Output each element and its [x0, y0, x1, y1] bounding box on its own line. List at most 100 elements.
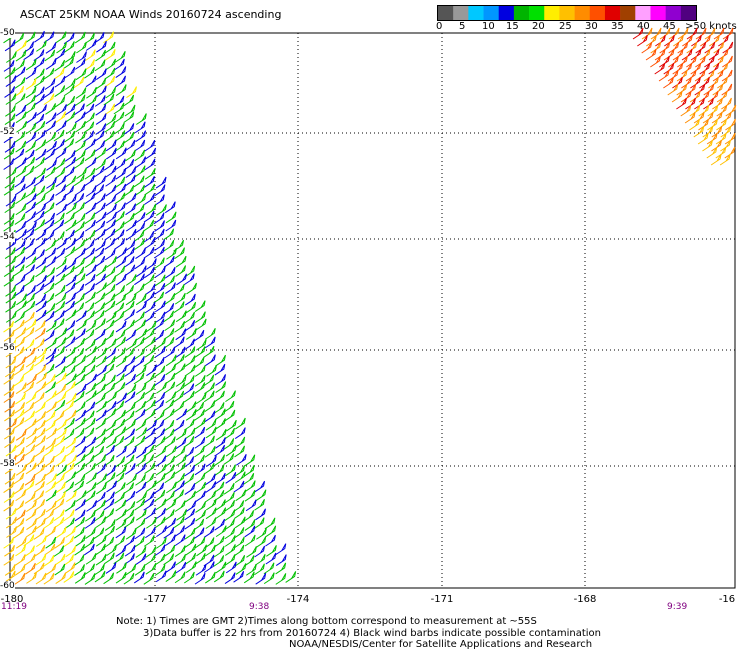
wind-barb	[5, 167, 17, 179]
wind-barb	[56, 237, 67, 250]
wind-barb	[194, 365, 206, 377]
colorbar-swatch	[438, 6, 454, 20]
wind-barb	[224, 518, 235, 531]
wind-barb	[203, 561, 215, 573]
wind-barb	[74, 564, 85, 576]
wind-barb	[133, 230, 145, 242]
wind-barb	[183, 446, 195, 459]
wind-barb	[13, 319, 25, 332]
wind-barb	[254, 563, 265, 576]
colorbar-frame	[437, 5, 697, 21]
wind-barb	[244, 454, 256, 467]
wind-barb	[35, 228, 47, 241]
wind-barb	[143, 210, 155, 223]
wind-barb	[74, 94, 86, 107]
wind-barb	[145, 480, 157, 492]
colorbar-swatch	[680, 6, 697, 20]
wind-barb	[135, 265, 147, 278]
wind-barb	[676, 97, 687, 110]
wind-barb	[193, 356, 205, 369]
wind-barb	[4, 201, 16, 214]
wind-barb	[104, 519, 116, 531]
wind-barb	[86, 373, 97, 386]
colorbar-label: 20	[532, 21, 545, 32]
wind-barb	[25, 122, 37, 135]
wind-barb	[174, 382, 185, 394]
wind-barb	[33, 210, 45, 223]
wind-barb	[24, 300, 36, 313]
wind-barb	[3, 391, 15, 403]
wind-barb	[133, 175, 145, 188]
wind-barb	[124, 428, 135, 441]
wind-barb	[143, 328, 155, 341]
swath-time-label: 9:38	[249, 602, 270, 612]
wind-barb	[667, 83, 679, 96]
longitude-label: -168	[573, 594, 597, 605]
wind-barb	[204, 473, 216, 486]
wind-barb	[173, 419, 185, 432]
wind-barb	[205, 481, 217, 493]
wind-barb	[45, 481, 57, 493]
wind-barb	[85, 264, 97, 277]
wind-barb	[195, 490, 206, 503]
wind-barb	[64, 51, 76, 63]
wind-barb	[144, 283, 156, 296]
wind-barb	[34, 185, 46, 198]
wind-barb	[4, 544, 15, 557]
wind-barb	[164, 544, 176, 557]
wind-barb	[146, 419, 157, 432]
wind-barb	[93, 527, 105, 540]
wind-barb	[83, 536, 95, 549]
wind-barb	[5, 194, 17, 207]
wind-barb	[64, 320, 76, 332]
wind-barb	[163, 228, 175, 241]
wind-barb	[23, 41, 35, 54]
wind-barb	[34, 499, 46, 511]
wind-barb	[45, 347, 57, 360]
wind-barb	[55, 184, 67, 196]
wind-barb	[637, 34, 648, 47]
wind-barb	[154, 300, 166, 313]
wind-barb	[55, 257, 67, 270]
wind-barb	[54, 356, 66, 368]
wind-barb	[116, 364, 127, 377]
wind-barb	[34, 157, 45, 169]
swath-time-label: 11:19	[1, 602, 27, 612]
wind-barb	[174, 525, 185, 538]
wind-barb	[16, 293, 27, 306]
wind-barb	[85, 219, 96, 232]
wind-barb	[144, 139, 156, 152]
wind-barb	[184, 536, 195, 549]
wind-barb	[73, 266, 85, 279]
wind-barb	[133, 283, 145, 296]
wind-barb	[65, 373, 77, 386]
wind-barb	[43, 509, 55, 521]
wind-barb	[135, 463, 147, 475]
wind-barb	[156, 381, 167, 394]
wind-barb	[123, 482, 135, 495]
wind-barb	[184, 319, 196, 332]
wind-barb	[34, 463, 46, 476]
wind-barb	[143, 311, 155, 323]
wind-barb	[153, 399, 165, 412]
wind-barb	[5, 507, 17, 520]
wind-barb	[144, 176, 155, 188]
wind-barb	[115, 202, 126, 215]
wind-barb	[15, 327, 27, 340]
wind-barb	[84, 401, 96, 414]
wind-barb	[213, 464, 225, 477]
wind-barb	[84, 66, 95, 79]
wind-barb	[115, 355, 127, 368]
wind-barb	[165, 517, 177, 530]
wind-barb	[103, 363, 115, 376]
wind-barb	[174, 292, 186, 305]
wind-barb	[243, 464, 255, 477]
wind-barb	[143, 231, 155, 243]
wind-barb	[73, 480, 85, 493]
wind-barb	[195, 339, 207, 351]
wind-barb	[134, 139, 146, 152]
wind-barb	[45, 563, 57, 576]
wind-barb	[95, 543, 106, 556]
wind-barb	[145, 147, 157, 160]
note-line-3: NOAA/NESDIS/Center for Satellite Applica…	[289, 639, 593, 650]
